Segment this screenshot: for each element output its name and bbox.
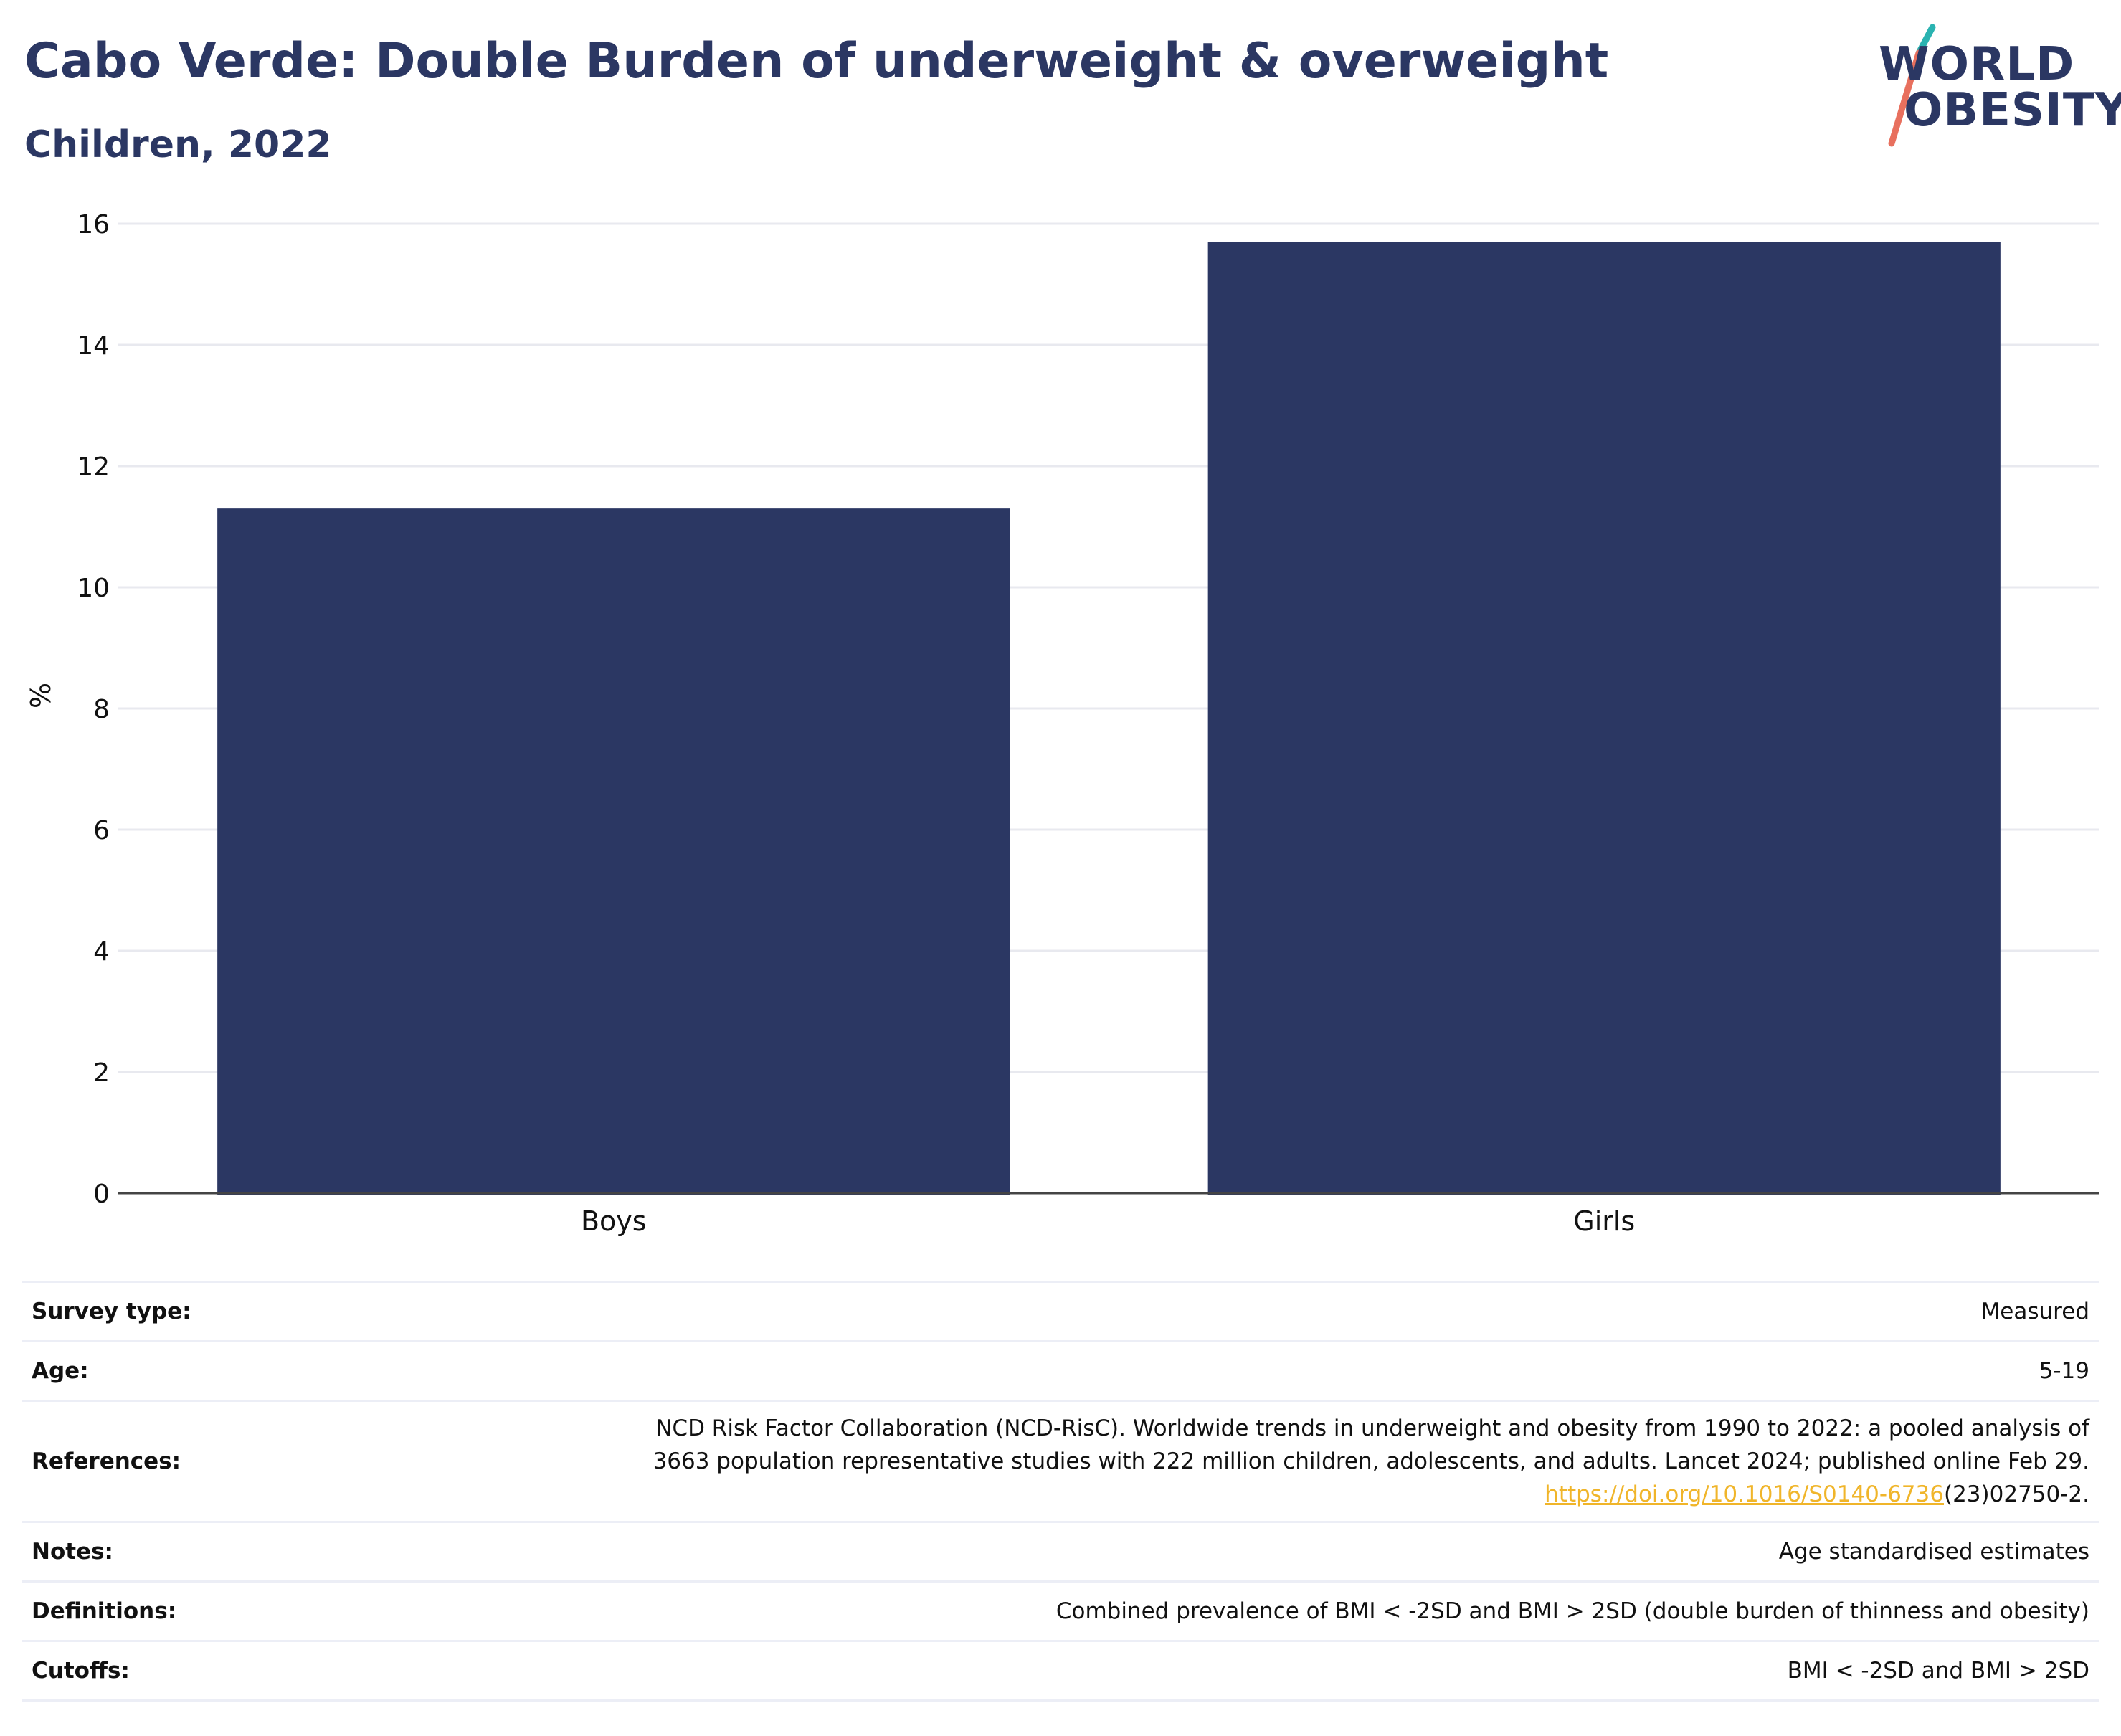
info-label: References: [22,1400,328,1522]
info-label: Definitions: [22,1580,328,1641]
info-value: Age standardised estimates [328,1521,2099,1582]
reference-doi-suffix: (23)02750-2. [1943,1481,2089,1507]
bar-chart: 0 2 4 6 8 10 12 14 16 Boys Girls % [25,210,2099,1237]
y-tick-label: 14 [77,331,110,361]
bars [217,242,2001,1196]
x-tick-labels: Boys Girls [581,1205,1635,1237]
chart-subtitle: Children, 2022 [24,123,332,166]
info-value: Measured [328,1281,2099,1342]
info-row-definitions: Definitions: Combined prevalence of BMI … [22,1580,2099,1641]
info-value: NCD Risk Factor Collaboration (NCD-RisC)… [328,1400,2099,1522]
info-table: Survey type: Measured Age: 5-19 Referenc… [22,1281,2099,1702]
y-tick-label: 6 [93,816,110,845]
reference-doi-link[interactable]: https://doi.org/10.1016/S0140-6736 [1545,1481,1944,1507]
info-label: Notes: [22,1521,328,1582]
bar-girls [1207,242,2001,1196]
info-row-survey-type: Survey type: Measured [22,1281,2099,1342]
y-tick-labels: 0 2 4 6 8 10 12 14 16 [77,210,110,1209]
info-value: Combined prevalence of BMI < -2SD and BM… [328,1580,2099,1641]
info-row-references: References: NCD Risk Factor Collaboratio… [22,1400,2099,1522]
info-value: 5-19 [328,1340,2099,1401]
chart-title: Cabo Verde: Double Burden of underweight… [24,33,1609,90]
x-tick-label-boys: Boys [581,1205,647,1237]
y-tick-label: 0 [93,1180,110,1209]
y-tick-label: 10 [77,574,110,603]
info-row-notes: Notes: Age standardised estimates [22,1521,2099,1582]
info-row-cutoffs: Cutoffs: BMI < -2SD and BMI > 2SD [22,1640,2099,1702]
y-tick-label: 8 [93,695,110,724]
x-tick-label-girls: Girls [1573,1205,1635,1237]
y-tick-label: 12 [77,452,110,482]
y-tick-label: 16 [77,210,110,239]
bar-boys [217,508,1010,1195]
logo-text-obesity: OBESITY [1904,84,2121,137]
logo-text-world: WORLD [1879,38,2075,91]
reference-text-line2: 3663 population representative studies w… [653,1448,2089,1474]
y-tick-label: 4 [93,937,110,967]
reference-text-line1: NCD Risk Factor Collaboration (NCD-RisC)… [655,1415,2089,1441]
info-label: Age: [22,1340,328,1401]
info-value: BMI < -2SD and BMI > 2SD [328,1640,2099,1702]
info-label: Cutoffs: [22,1640,328,1702]
logo-slash-icon [1888,24,1936,147]
world-obesity-logo: WORLD OBESITY [1871,22,2121,151]
info-label: Survey type: [22,1281,328,1342]
y-axis-label: % [25,683,57,708]
y-tick-label: 2 [93,1058,110,1088]
info-row-age: Age: 5-19 [22,1340,2099,1401]
